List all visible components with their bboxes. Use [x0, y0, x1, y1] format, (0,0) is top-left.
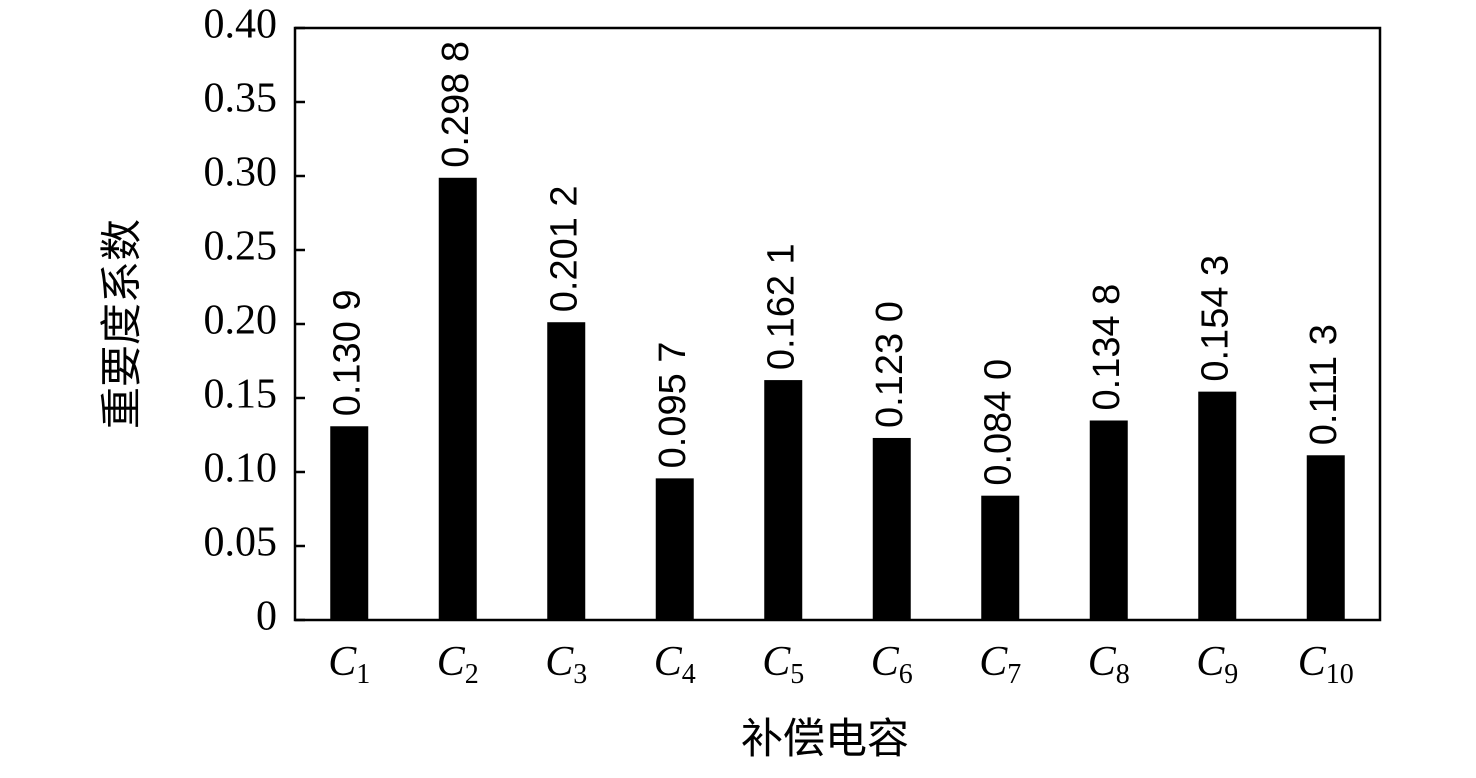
- y-tick-label: 0.35: [204, 76, 278, 122]
- value-label: 0.095 7: [652, 342, 694, 469]
- value-label: 0.162 1: [760, 243, 802, 370]
- y-tick-label: 0.40: [204, 2, 278, 48]
- value-label: 0.084 0: [977, 359, 1019, 486]
- y-tick-label: 0.05: [204, 520, 278, 566]
- x-tick-label: C4: [654, 639, 696, 691]
- bar: [1306, 455, 1345, 620]
- bar: [981, 495, 1020, 620]
- x-tick-label: C7: [979, 639, 1021, 691]
- value-label: 0.130 9: [326, 289, 368, 416]
- y-tick-label: 0.10: [204, 446, 278, 492]
- x-tick-label: C8: [1088, 639, 1130, 691]
- bar: [438, 177, 477, 620]
- value-label: 0.134 8: [1086, 284, 1128, 411]
- bar: [764, 380, 803, 620]
- x-tick-label: C6: [871, 639, 913, 691]
- y-axis-title: 重要度系数: [97, 219, 146, 429]
- bar: [330, 426, 369, 620]
- bar: [872, 437, 911, 620]
- value-label: 0.111 3: [1303, 324, 1345, 445]
- bar: [655, 478, 694, 620]
- y-tick-label: 0.30: [204, 150, 278, 196]
- y-tick-label: 0.25: [204, 224, 278, 270]
- bar: [1198, 391, 1237, 620]
- value-label: 0.154 3: [1194, 255, 1236, 382]
- value-label: 0.201 2: [543, 185, 585, 312]
- bar: [547, 322, 586, 620]
- x-tick-label: C10: [1298, 639, 1354, 691]
- x-tick-label: C3: [545, 639, 587, 691]
- x-tick-label: C2: [437, 639, 479, 691]
- x-tick-label: C1: [328, 639, 370, 691]
- x-tick-label: C5: [762, 639, 804, 691]
- bar: [1089, 420, 1128, 620]
- y-tick-label: 0.15: [204, 372, 278, 418]
- x-axis-title: 补偿电容: [741, 714, 909, 763]
- x-tick-label: C9: [1196, 639, 1238, 691]
- y-tick-label: 0: [256, 594, 277, 640]
- value-label: 0.298 8: [435, 41, 477, 168]
- value-label: 0.123 0: [869, 301, 911, 428]
- y-tick-label: 0.20: [204, 298, 278, 344]
